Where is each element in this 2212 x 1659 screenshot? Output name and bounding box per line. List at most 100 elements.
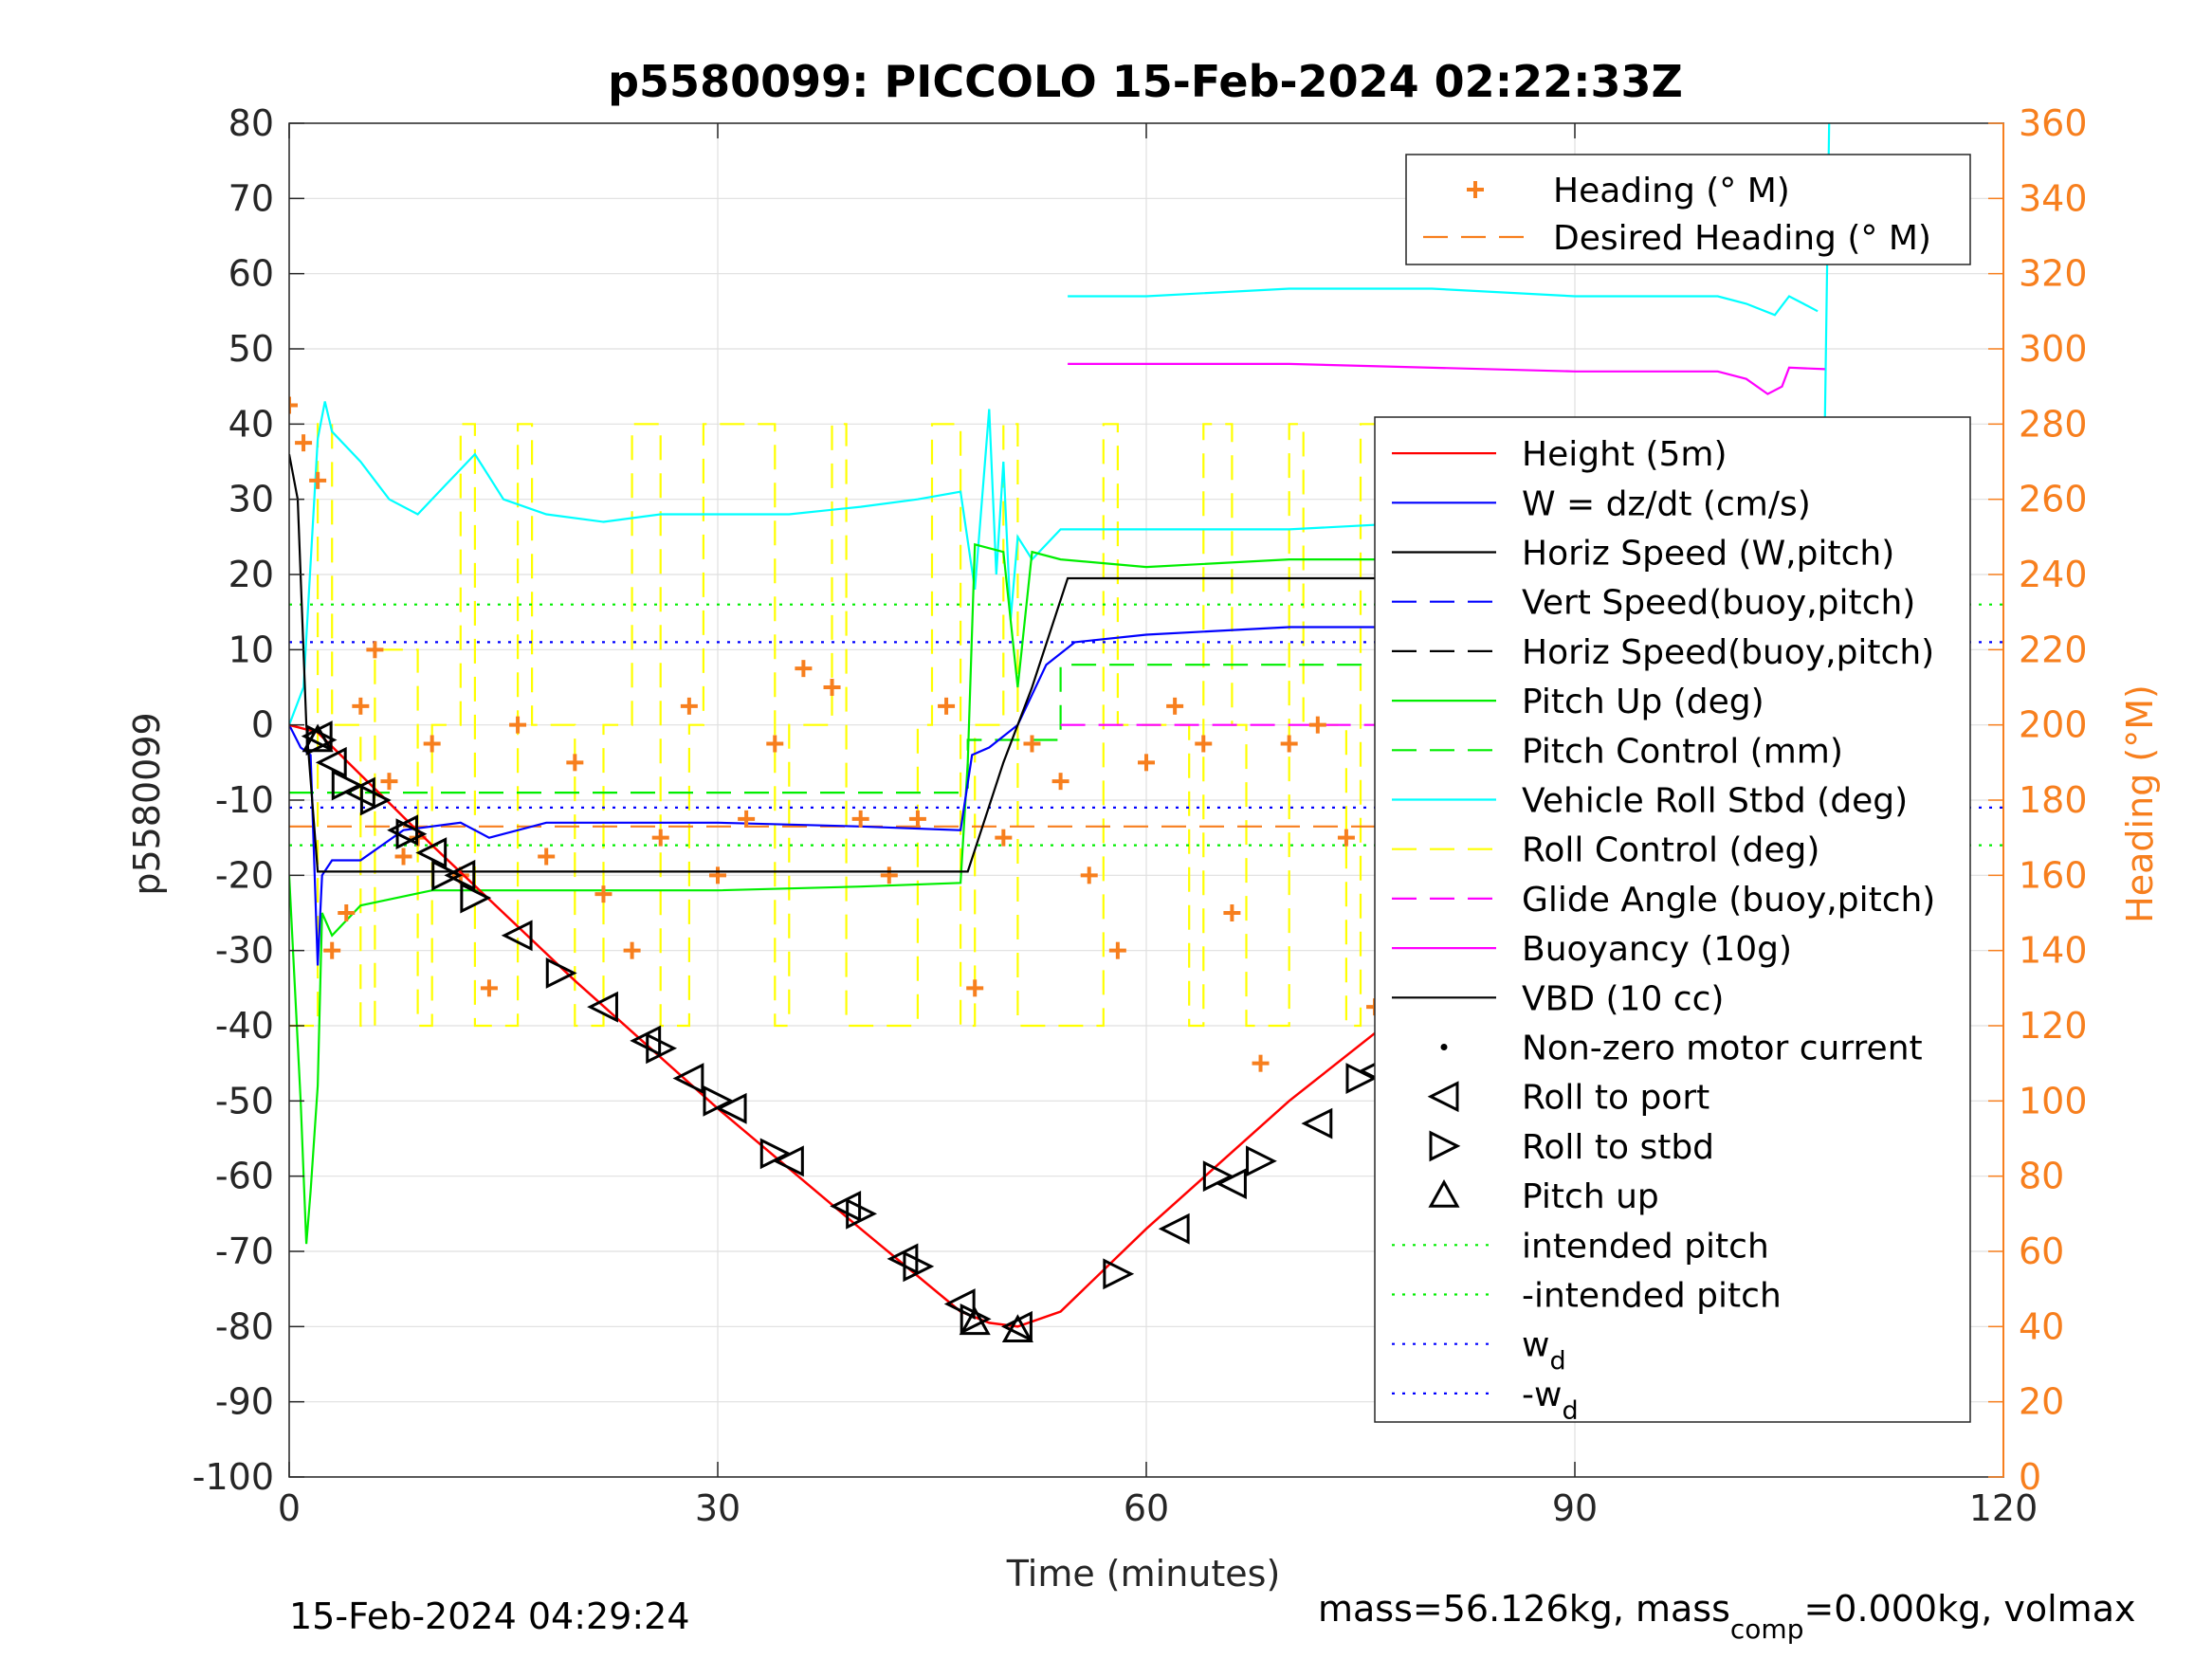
legend-swatch [1428, 1179, 1460, 1208]
y2-tick-label: 0 [2019, 1456, 2041, 1498]
legend-entry: wd [1392, 1326, 1566, 1376]
point-heading-m [680, 697, 698, 715]
point-heading-m [938, 697, 956, 715]
x-tick-label: 30 [695, 1487, 740, 1529]
legend-label-text: Pitch Control (mm) [1522, 732, 1843, 771]
point-heading-m [538, 848, 556, 866]
point-heading-m [851, 810, 869, 828]
y2-axis-label: Heading (°M) [2119, 684, 2161, 923]
legend-entry: Pitch up [1428, 1177, 1659, 1216]
series-buoyancy-10g [1068, 362, 1825, 395]
y-tick-label: -90 [215, 1381, 274, 1423]
chart-title: p5580099: PICCOLO 15-Feb-2024 02:22:33Z [608, 56, 1683, 107]
legend-label-text: Desired Heading (° M) [1553, 219, 1931, 258]
point-heading-m [295, 434, 313, 452]
legend-label: Roll to stbd [1522, 1128, 1714, 1167]
y-tick-label: 30 [229, 479, 274, 520]
legend-label: Glide Angle (buoy,pitch) [1522, 881, 1935, 920]
y2-tick-label: 340 [2019, 177, 2088, 219]
y-tick-label: -70 [215, 1231, 274, 1272]
legend-entry: Heading (° M) [1467, 172, 1790, 210]
point-heading-m [1023, 735, 1041, 753]
point-heading-m [423, 735, 441, 753]
y2-tick-label: 280 [2019, 403, 2088, 445]
legend-label-text: Height (5m) [1522, 435, 1728, 474]
point-roll-to-stbd [646, 1032, 678, 1065]
point-roll-to-stbd [460, 882, 492, 914]
legend-label-text: Pitch up [1522, 1177, 1659, 1216]
point-heading-m [651, 829, 669, 847]
point-heading-m [1195, 735, 1213, 753]
y2-tick-label: 120 [2019, 1005, 2088, 1047]
legend-label-text: Pitch Up (deg) [1522, 683, 1764, 721]
y2-tick-label: 220 [2019, 629, 2088, 670]
point-heading-m [1080, 866, 1098, 884]
point-roll-to-stbd [331, 769, 363, 801]
y-tick-label: -30 [215, 930, 274, 972]
legend-label-text: W = dz/dt (cm/s) [1522, 484, 1811, 523]
point-heading-m [480, 979, 498, 997]
footer-mass-part2: =0.000kg, volmax [1803, 1588, 2135, 1630]
point-roll-to-stbd [1103, 1258, 1135, 1290]
point-roll-to-stbd [1345, 1063, 1378, 1094]
series-pitch-control-mm [289, 664, 1833, 794]
legend-entry: Horiz Speed(buoy,pitch) [1392, 633, 1934, 672]
series-vehicle-roll-top [1068, 287, 1819, 317]
point-roll-to-stbd [545, 957, 577, 989]
legend-label-text: Glide Angle (buoy,pitch) [1522, 881, 1935, 920]
legend-swatch [1467, 181, 1484, 198]
legend-label-text: intended pitch [1522, 1227, 1769, 1266]
point-pitch-up [302, 723, 334, 753]
legend-label-text: Buoyancy (10g) [1522, 930, 1792, 969]
point-heading-m [966, 979, 984, 997]
legend-label-text: Roll to port [1522, 1079, 1709, 1118]
legend-entry: Buoyancy (10g) [1392, 930, 1792, 969]
y-tick-label: 20 [229, 554, 274, 595]
y2-tick-label: 320 [2019, 253, 2088, 295]
point-heading-m [1337, 829, 1355, 847]
legend-entry: Pitch Up (deg) [1392, 683, 1764, 721]
legend-entry: Non-zero motor current [1440, 1030, 1923, 1068]
footer-mass-part1: mass=56.126kg, mass [1318, 1588, 1730, 1630]
legend-label-sub: d [1562, 1396, 1578, 1426]
x-tick-label: 120 [1969, 1487, 2038, 1529]
point-heading-m [309, 471, 327, 489]
y2-tick-label: 180 [2019, 779, 2088, 821]
legend-label-text: Vehicle Roll Stbd (deg) [1522, 782, 1908, 821]
point-heading-m [995, 829, 1013, 847]
legend-label-text: -w [1522, 1376, 1562, 1414]
legend-label: Pitch Control (mm) [1522, 732, 1843, 771]
point-heading-m [623, 941, 641, 959]
point-heading-m [1108, 941, 1126, 959]
x-axis-label: Time (minutes) [1006, 1553, 1281, 1595]
point-roll-to-port [1301, 1107, 1333, 1139]
point-heading-m [823, 679, 841, 696]
point-roll-to-port [587, 991, 618, 1023]
x-tick-label: 0 [278, 1487, 301, 1529]
point-heading-m [1166, 697, 1184, 715]
legend-label-sub: d [1549, 1347, 1565, 1376]
y-tick-label: 80 [229, 102, 274, 144]
legend-entry: Height (5m) [1392, 435, 1728, 474]
legend-swatch [1440, 1044, 1448, 1050]
point-heading-m [1308, 716, 1326, 734]
y-tick-label: -50 [215, 1080, 274, 1121]
y2-tick-label: 200 [2019, 704, 2088, 746]
point-roll-to-stbd [1202, 1160, 1234, 1193]
legend-label: Vehicle Roll Stbd (deg) [1522, 782, 1908, 821]
y-tick-label: -100 [192, 1456, 274, 1498]
y2-tick-label: 60 [2019, 1231, 2064, 1272]
point-roll-to-port [672, 1063, 704, 1094]
point-roll-to-port [415, 837, 448, 868]
y2-tick-label: 20 [2019, 1381, 2064, 1423]
point-heading-m [709, 866, 726, 884]
y-tick-label: -10 [215, 779, 274, 821]
legend-label: Pitch up [1522, 1177, 1659, 1216]
legend-label-text: Horiz Speed (W,pitch) [1522, 535, 1894, 574]
legend-entry: -wd [1392, 1376, 1579, 1426]
point-heading-m [509, 716, 527, 734]
point-roll-to-port [444, 859, 476, 891]
legend-swatch [1427, 1081, 1459, 1113]
x-tick-label: 90 [1552, 1487, 1598, 1529]
